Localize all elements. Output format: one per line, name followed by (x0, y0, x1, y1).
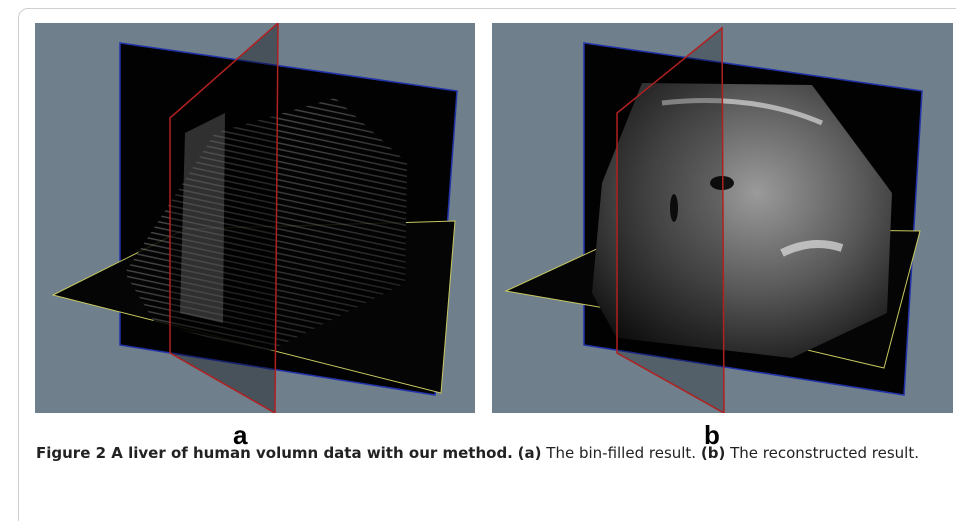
panel-image-b (492, 23, 953, 413)
caption: Figure 2 A liver of human volumn data wi… (36, 441, 946, 465)
caption-key: (a) (518, 444, 542, 462)
caption-title: Figure 2 A liver of human volumn data wi… (36, 444, 513, 462)
panel-image-a (35, 23, 475, 413)
caption-key: (b) (701, 444, 725, 462)
caption-text: The bin-filled result. (546, 444, 696, 462)
page: a b Figure 2 A liver of human volumn dat… (0, 0, 956, 521)
caption-text: The reconstructed result. (730, 444, 919, 462)
